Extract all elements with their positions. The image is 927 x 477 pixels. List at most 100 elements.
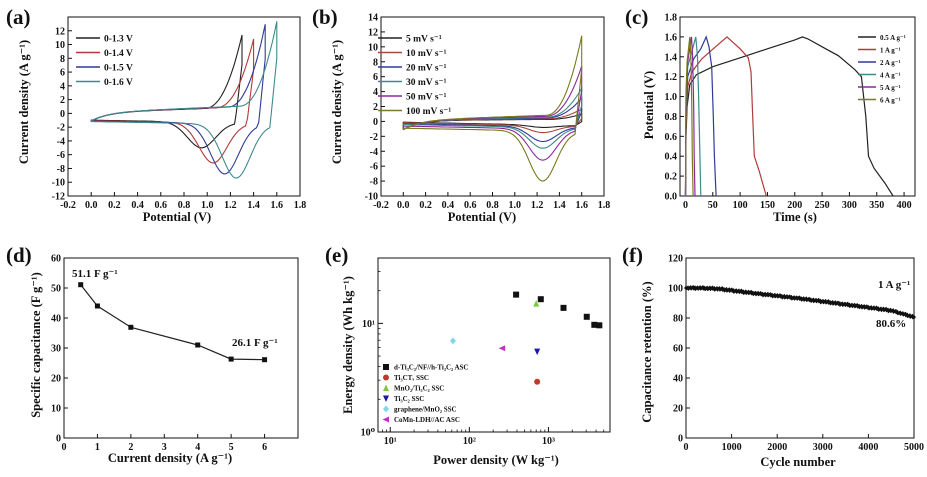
panel-b-ytick-label: 10 [368,42,378,53]
panel-f-ytick-label: 0 [678,434,683,445]
panel-f-xtick-label: 2000 [767,442,787,453]
panel-e-legend-marker [383,374,389,381]
panel-b-ytick-label: 14 [368,13,378,24]
panel-d-point [78,282,84,288]
panel-a-ytick-label: -6 [57,150,65,161]
panel-f-ytick-label: 80 [673,314,683,325]
panel-b-ytick-label: -10 [365,192,378,203]
panel-d-xtick-label: 6 [262,442,267,453]
panel-a-ytick-label: 12 [55,26,65,37]
panel-b-ytick-label: 2 [373,102,378,113]
panel-e-legend-marker [383,364,389,370]
panel-c-ytick-label: 1.0 [665,92,678,103]
panel-b-xtick-label: 1.8 [598,200,611,211]
panel-d-ytick-label: 10 [51,404,61,415]
panel-f-retention-curve [685,284,915,320]
panel-label-f: (f) [622,243,643,267]
panel-f-ytick-label: 60 [673,344,683,355]
panel-c-xtick-label: 0 [683,200,688,211]
panel-b-xtick-label: 0.8 [486,200,499,211]
panel-a-ytick-label: -12 [52,192,65,203]
panel-b-ytick-label: 6 [373,72,378,83]
panel-c-gcd-series-6 [684,36,694,197]
panel-d-ylabel: Specific capacitance (F g⁻¹) [29,272,43,418]
panel-b-xtick-label: 1.6 [575,200,588,211]
panel-a-xtick-label: 1.4 [247,200,260,211]
panel-f-xtick-label: 0 [684,442,689,453]
panel-b-cv-series-6 [402,35,583,182]
panel-e-point-series-6 [498,345,506,352]
panel-c-ytick-label: 1.4 [665,52,678,63]
panel-d-point [262,357,268,363]
panel-e-point-series-1 [596,322,603,329]
panel-f-point [752,291,757,295]
panel-c-legend-label: 0.5 A g⁻¹ [880,34,906,42]
panel-a-xtick-label: 1.0 [201,200,214,211]
panel-a-ytick-label: -2 [57,123,65,134]
panel-d-ytick-label: 0 [56,434,61,445]
panel-d-xtick-label: 3 [162,442,167,453]
panel-e-xlabel: Power density (W kg⁻¹) [433,453,559,467]
panel-b-ytick-label: 0 [373,117,378,128]
panel-e-legend-marker [383,395,389,402]
panel-f-xlabel: Cycle number [760,455,836,469]
panel-a-ytick-label: 10 [55,40,65,51]
panel-f-ytick-label: 40 [673,374,683,385]
panel-d-annotation-min: 26.1 F g⁻¹ [232,337,278,349]
panel-e-point-series-1 [537,296,544,303]
panel-a-xtick-label: 1.2 [224,200,237,211]
panel-a-ytick-label: 8 [60,54,65,65]
panel-label-d: (d) [6,243,32,267]
panel-a-xtick-label: 0.0 [85,200,98,211]
panel-a-ytick-label: 2 [60,95,65,106]
panel-d-xtick-label: 2 [128,442,133,453]
panel-b-xtick-label: 0.2 [419,200,432,211]
panel-b-legend-label: 50 mV s⁻¹ [406,93,447,103]
panel-f-ytick-label: 120 [668,254,683,265]
panel-e-ytick-label: 10¹ [362,319,375,330]
panel-a-xlabel: Potential (V) [143,210,211,224]
panel-a-cv-series-4 [90,21,278,179]
panel-a-xtick-label: 0.2 [108,200,121,211]
panel-c-xtick-label: 100 [733,200,748,211]
panel-e-legend-label: d-Ti₃C₂/NF//h-Ti₃C₂ ASC [394,364,468,372]
panel-f-xtick-label: 1000 [722,442,742,453]
panel-b-xtick-label: 0.0 [397,200,410,211]
panel-b-ytick-label: 8 [373,57,378,68]
panel-a-xtick-label: 1.8 [294,200,307,211]
panel-d-ytick-label: 30 [51,344,61,355]
panel-c-ytick-label: 1.8 [665,13,678,24]
panel-c-xtick-label: 200 [787,200,802,211]
panel-d-annotation-max: 51.1 F g⁻¹ [72,268,118,280]
panel-d-xlabel: Current density (A g⁻¹) [108,451,232,465]
panel-f-ylabel: Capacitance retention (%) [640,281,654,422]
panel-c-ytick-label: 1.6 [665,32,678,43]
panel-f-point [716,287,720,291]
panel-e-ytick-label: 10⁰ [361,428,376,439]
panel-c-xtick-label: 250 [815,200,830,211]
panel-c-xtick-label: 300 [842,200,857,211]
panel-d: (d) Current density (A g⁻¹) Specific cap… [6,243,299,465]
panel-f-ytick-label: 100 [668,284,683,295]
panel-label-b: (b) [312,5,338,29]
panel-a-ytick-label: -8 [57,164,65,175]
panel-b-legend-label: 100 mV s⁻¹ [406,107,451,117]
panel-a-xtick-label: 1.6 [271,200,284,211]
panel-b-ytick-label: -8 [370,177,378,188]
panel-a-ytick-label: -4 [57,136,65,147]
panel-d-point [128,324,134,330]
panel-e-legend-marker [383,384,389,391]
panel-f-annotation-rate: 1 A g⁻¹ [878,279,910,291]
panel-c-legend-label: 2 A g⁻¹ [880,59,901,67]
panel-d-xtick-label: 0 [62,442,67,453]
panel-a-xtick-label: 0.4 [131,200,144,211]
panel-b-xtick-label: 1.2 [531,200,544,211]
panel-d-ytick-label: 60 [51,254,61,265]
panel-d-ytick-label: 20 [51,374,61,385]
panel-e-xtick-label: 10² [463,436,476,447]
panel-a-xtick-label: 0.6 [155,200,168,211]
panel-d-point [195,342,201,348]
panel-b-legend-label: 30 mV s⁻¹ [406,78,447,88]
panel-b-xtick-label: -0.2 [373,200,389,211]
